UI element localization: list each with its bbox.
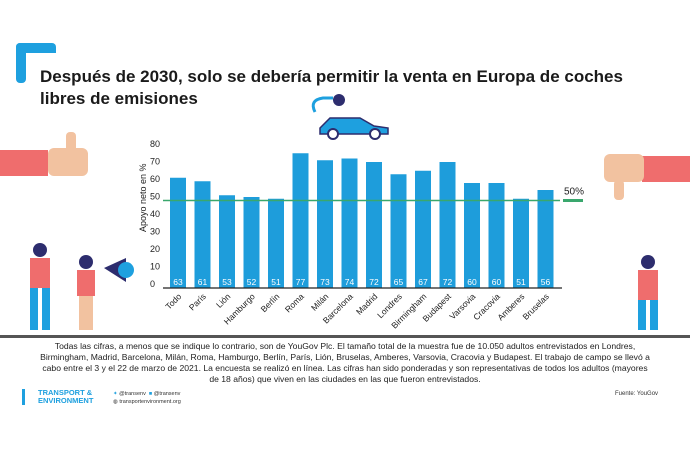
illustrations: [0, 94, 690, 330]
social-links: ✦ @transenv ■ @transenv ◍ transportenvir…: [113, 390, 181, 406]
bar-data-label: 65: [394, 277, 404, 287]
bar: [268, 198, 284, 288]
y-tick-label: 20: [150, 244, 160, 254]
x-tick-label: Milán: [309, 291, 331, 313]
y-tick-label: 30: [150, 226, 160, 236]
bar-data-label: 60: [467, 277, 477, 287]
y-tick-label: 0: [150, 279, 155, 289]
bar-data-label: 53: [222, 277, 232, 287]
x-tick-label: Amberes: [495, 291, 526, 322]
bar: [488, 183, 505, 288]
bar-data-label: 73: [320, 277, 330, 287]
x-tick-label: Roma: [283, 291, 306, 314]
bar-data-label: 51: [271, 277, 281, 287]
y-tick-label: 10: [150, 261, 160, 271]
facebook-handle[interactable]: @transenv: [153, 391, 181, 397]
logo: TRANSPORT & ENVIRONMENT: [22, 389, 93, 405]
divider: [0, 335, 690, 338]
bar: [292, 153, 309, 288]
bar-data-label: 77: [296, 277, 306, 287]
x-tick-label: Lión: [214, 291, 233, 310]
bar-data-label: 61: [198, 277, 208, 287]
website-link[interactable]: transportenvironment.org: [119, 399, 181, 405]
reference-label: 50%: [564, 187, 584, 198]
bar: [317, 160, 333, 288]
x-tick-label: Bruselas: [520, 291, 550, 321]
bar: [513, 198, 529, 288]
logo-line1: TRANSPORT &: [38, 388, 93, 397]
bar: [537, 190, 554, 288]
bar: [170, 177, 186, 288]
person-illustration-right: [638, 255, 658, 330]
bar-data-label: 56: [541, 277, 551, 287]
x-tick-label: París: [187, 291, 208, 312]
page-title: Después de 2030, solo se debería permiti…: [40, 67, 623, 108]
bar: [366, 162, 382, 288]
bar: [464, 183, 480, 288]
bar-data-label: 74: [345, 277, 355, 287]
bar-data-label: 52: [247, 277, 257, 287]
bar: [341, 158, 358, 288]
x-tick-label: Todo: [163, 291, 183, 311]
people-illustration-left: [30, 243, 134, 330]
bar-data-label: 63: [173, 277, 183, 287]
logo-line2: ENVIRONMENT: [38, 396, 94, 405]
bar-data-label: 60: [492, 277, 502, 287]
y-tick-label: 80: [150, 139, 160, 149]
bar-data-label: 72: [443, 277, 453, 287]
bar: [439, 162, 456, 288]
y-axis-label: Apoyo neto en %: [138, 163, 148, 232]
source: Fuente: YouGov: [615, 391, 659, 397]
y-tick-label: 40: [150, 209, 160, 219]
y-tick-label: 50: [150, 191, 160, 201]
facebook-icon: ■: [148, 391, 153, 397]
bar: [390, 174, 407, 288]
logo-mark: [22, 389, 37, 405]
y-tick-label: 70: [150, 156, 160, 166]
bar-data-label: 51: [516, 277, 526, 287]
footnote: Todas las cifras, a menos que se indique…: [40, 341, 650, 384]
bar: [194, 181, 211, 288]
corner-accent: [16, 43, 26, 83]
twitter-handle[interactable]: @transenv: [119, 391, 146, 397]
bar-chart: 0 10 20 30 40 50 60 70 80 Apoyo neto en % 63 Todo 61…: [138, 139, 584, 331]
bar-data-label: 72: [369, 277, 379, 287]
electric-car-icon: [311, 94, 389, 140]
bar: [415, 170, 431, 288]
corner-accent: [16, 43, 56, 53]
bar: [219, 195, 235, 288]
y-tick-label: 60: [150, 174, 160, 184]
bar: [243, 197, 260, 288]
thumbs-down-hand-icon: [604, 154, 690, 200]
x-tick-label: Berlín: [259, 291, 282, 314]
web-icon: ◍: [113, 399, 118, 405]
twitter-icon: ✦: [113, 391, 118, 397]
thumbs-up-hand-icon: [0, 132, 88, 176]
bar-data-label: 67: [418, 277, 428, 287]
